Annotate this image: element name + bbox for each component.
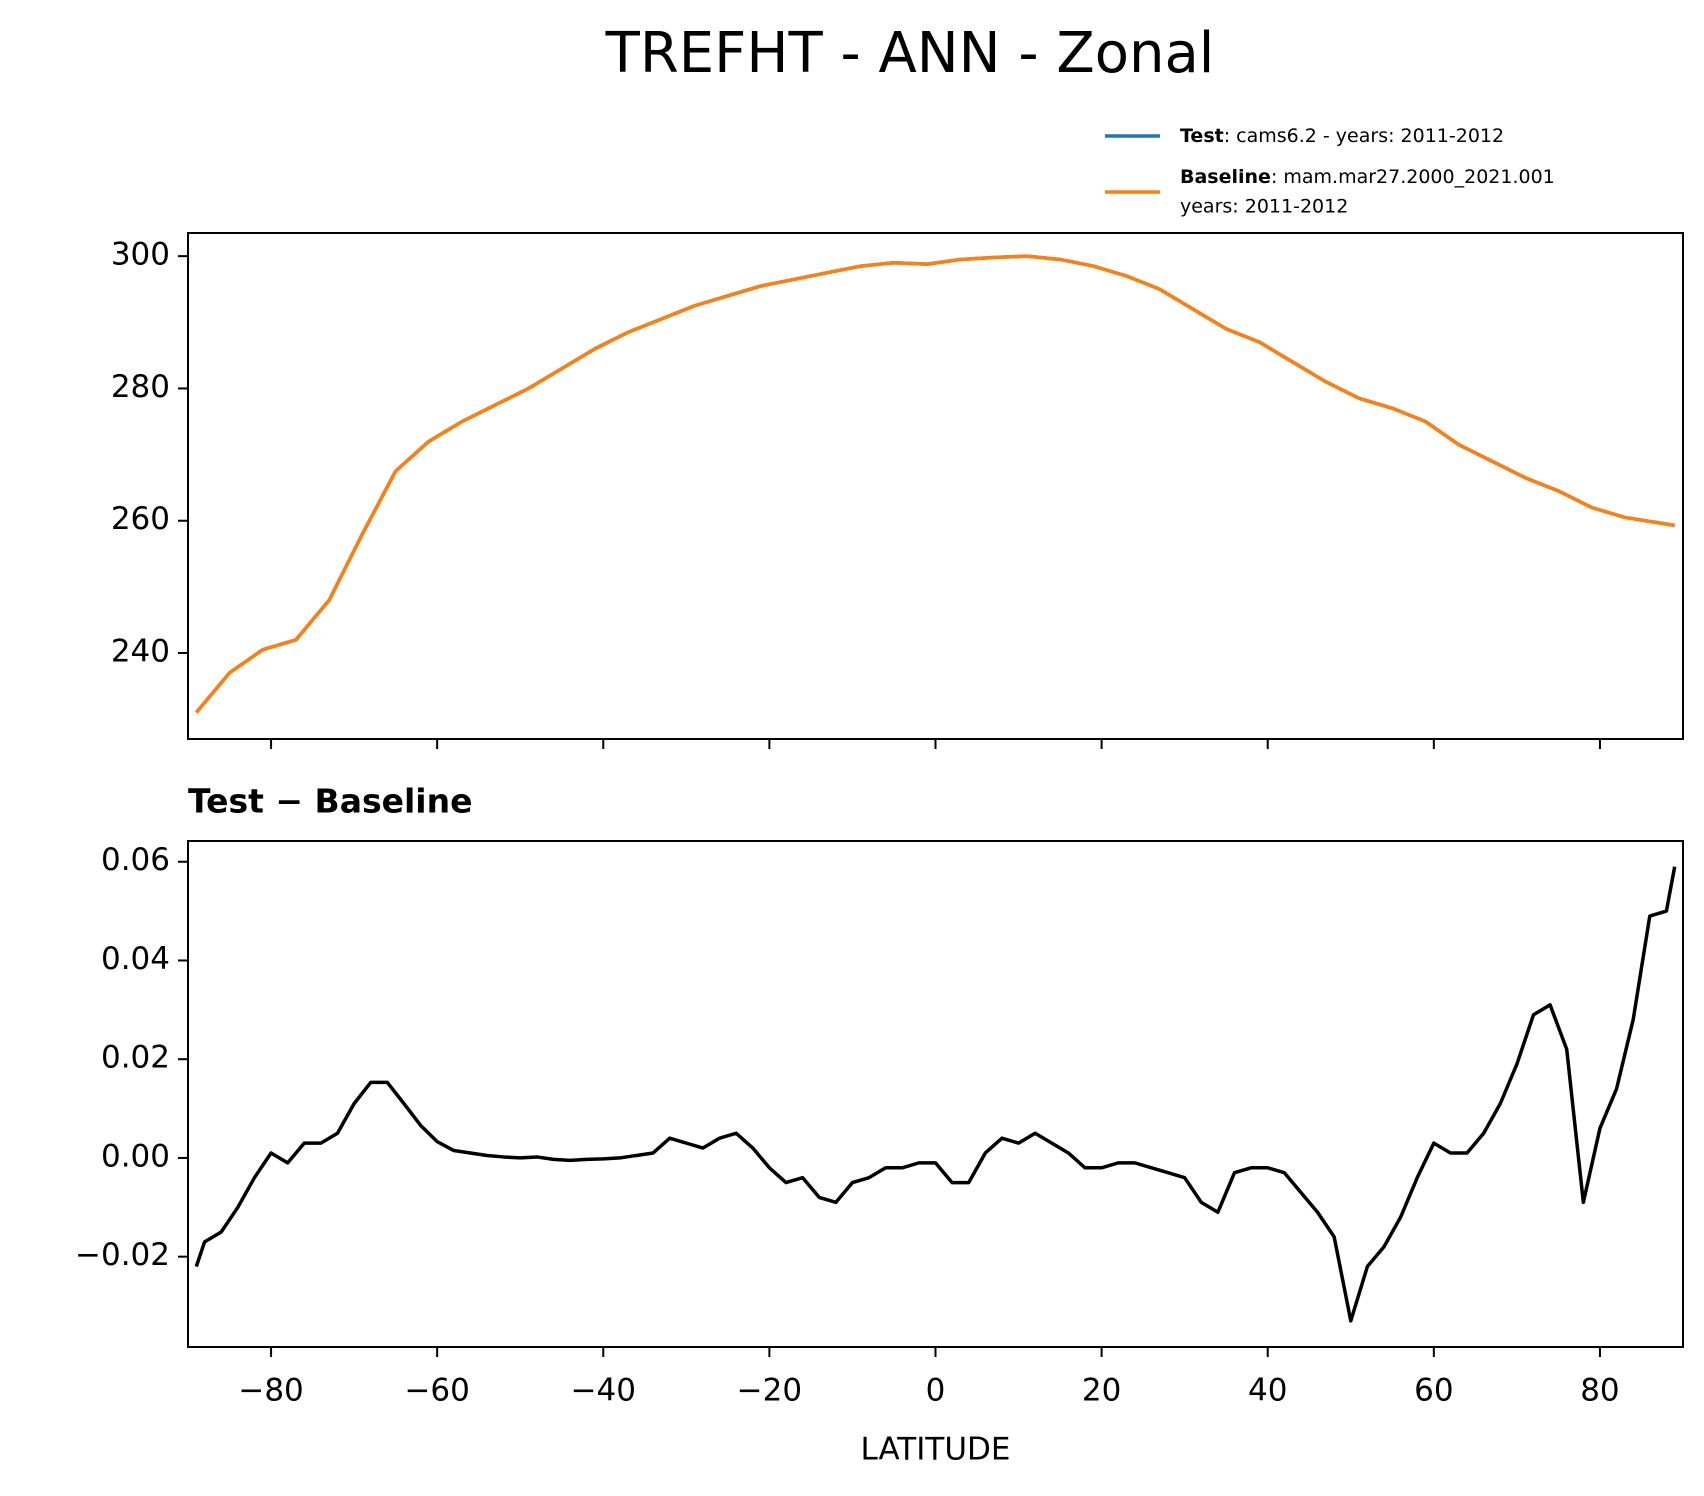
data-line <box>194 254 1675 714</box>
y-tick-label: 240 <box>111 634 170 670</box>
x-axis-label: LATITUDE <box>861 1432 1011 1468</box>
legend-label: Test: cams6.2 - years: 2011-2012 <box>1180 125 1504 147</box>
subplot-title: Test − Baseline <box>188 782 473 821</box>
x-tick-label: −20 <box>737 1373 802 1409</box>
figure-title: TREFHT - ANN - Zonal <box>605 21 1215 86</box>
legend-text: : cams6.2 - years: 2011-2012 <box>1224 125 1504 147</box>
x-tick-label: −60 <box>404 1373 469 1409</box>
y-tick-label: 260 <box>111 501 170 537</box>
x-tick-label: 20 <box>1082 1373 1121 1409</box>
axes-frame <box>187 840 1684 1348</box>
legend-label: Baseline: mam.mar27.2000_2021.001 <box>1180 166 1555 188</box>
axes-frame <box>187 232 1684 740</box>
x-tick-label: −80 <box>238 1373 303 1409</box>
plot-area <box>194 254 1675 714</box>
y-tick-label: 300 <box>111 237 170 273</box>
data-line <box>194 254 1675 714</box>
x-tick-label: 40 <box>1248 1373 1287 1409</box>
y-tick-label: 0.06 <box>101 842 170 878</box>
x-tick-label: 0 <box>926 1373 946 1409</box>
x-tick-label: 80 <box>1580 1373 1619 1409</box>
legend-text: : mam.mar27.2000_2021.001 <box>1271 166 1555 188</box>
legend-name: Test <box>1180 125 1224 147</box>
legend-label: years: 2011-2012 <box>1180 196 1348 218</box>
plot-area <box>194 866 1677 1323</box>
x-tick-label: 60 <box>1414 1373 1453 1409</box>
x-tick-label: −40 <box>571 1373 636 1409</box>
y-tick-label: 0.04 <box>101 941 170 977</box>
data-line <box>194 866 1677 1323</box>
y-tick-label: 0.00 <box>101 1138 170 1174</box>
y-tick-label: −0.02 <box>75 1237 170 1273</box>
y-tick-label: 280 <box>111 369 170 405</box>
y-tick-label: 0.02 <box>101 1040 170 1076</box>
legend-name: Baseline <box>1180 166 1271 188</box>
